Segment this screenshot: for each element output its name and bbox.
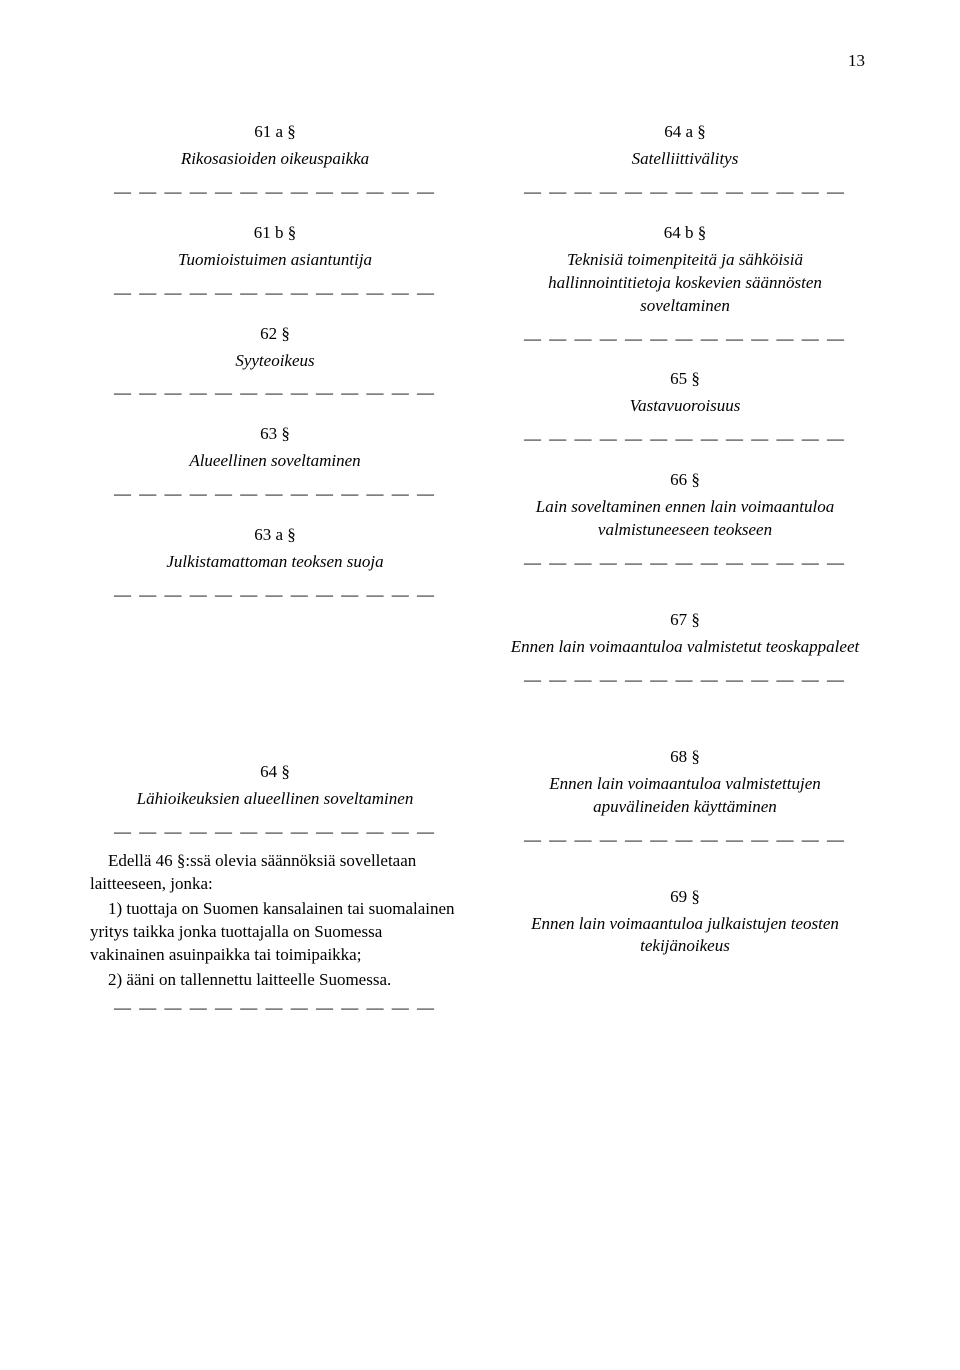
section-64a-number: 64 a §	[500, 121, 870, 144]
section-67-number: 67 §	[500, 609, 870, 632]
page-number: 13	[90, 50, 870, 73]
dash-separator: — — — — — — — — — — — — —	[500, 669, 870, 692]
paragraph: Edellä 46 §:ssä olevia säännöksiä sovell…	[90, 850, 460, 896]
section-61b-number: 61 b §	[90, 222, 460, 245]
section-68-title: Ennen lain voimaantuloa valmistettujen a…	[500, 773, 870, 819]
section-69-title: Ennen lain voimaantuloa julkaistujen teo…	[500, 913, 870, 959]
section-67-title: Ennen lain voimaantuloa valmistetut teos…	[500, 636, 870, 659]
dash-separator: — — — — — — — — — — — — —	[90, 382, 460, 405]
section-64a-title: Satelliittivälitys	[500, 148, 870, 171]
dash-separator: — — — — — — — — — — — — —	[90, 181, 460, 204]
dash-separator: — — — — — — — — — — — — —	[500, 181, 870, 204]
dash-separator: — — — — — — — — — — — — —	[500, 552, 870, 575]
section-61a-title: Rikosasioiden oikeuspaikka	[90, 148, 460, 171]
section-61b-title: Tuomioistuimen asiantuntija	[90, 249, 460, 272]
section-64-body: Edellä 46 §:ssä olevia säännöksiä sovell…	[90, 850, 460, 992]
section-63-title: Alueellinen soveltaminen	[90, 450, 460, 473]
dash-separator: — — — — — — — — — — — — —	[90, 483, 460, 506]
section-63-number: 63 §	[90, 423, 460, 446]
section-64b-title: Teknisiä toimenpiteitä ja sähköisiä hall…	[500, 249, 870, 318]
paragraph: 1) tuottaja on Suomen kansalainen tai su…	[90, 898, 460, 967]
section-62-number: 62 §	[90, 323, 460, 346]
dash-separator: — — — — — — — — — — — — —	[90, 997, 460, 1020]
section-64b-number: 64 b §	[500, 222, 870, 245]
dash-separator: — — — — — — — — — — — — —	[500, 428, 870, 451]
left-column: 61 a § Rikosasioiden oikeuspaikka — — — …	[90, 103, 460, 1026]
section-66-title: Lain soveltaminen ennen lain voimaantulo…	[500, 496, 870, 542]
paragraph: 2) ääni on tallennettu laitteelle Suomes…	[90, 969, 460, 992]
dash-separator: — — — — — — — — — — — — —	[500, 328, 870, 351]
section-64-title: Lähioikeuksien alueellinen soveltaminen	[90, 788, 460, 811]
section-63a-title: Julkistamattoman teoksen suoja	[90, 551, 460, 574]
section-65-title: Vastavuoroisuus	[500, 395, 870, 418]
section-64-number: 64 §	[90, 761, 460, 784]
section-61a-number: 61 a §	[90, 121, 460, 144]
section-63a-number: 63 a §	[90, 524, 460, 547]
section-68-number: 68 §	[500, 746, 870, 769]
dash-separator: — — — — — — — — — — — — —	[90, 584, 460, 607]
section-65-number: 65 §	[500, 368, 870, 391]
section-62-title: Syyteoikeus	[90, 350, 460, 373]
dash-separator: — — — — — — — — — — — — —	[90, 282, 460, 305]
right-column: 64 a § Satelliittivälitys — — — — — — — …	[500, 103, 870, 1026]
two-column-layout: 61 a § Rikosasioiden oikeuspaikka — — — …	[90, 103, 870, 1026]
section-69-number: 69 §	[500, 886, 870, 909]
dash-separator: — — — — — — — — — — — — —	[500, 829, 870, 852]
section-66-number: 66 §	[500, 469, 870, 492]
dash-separator: — — — — — — — — — — — — —	[90, 821, 460, 844]
